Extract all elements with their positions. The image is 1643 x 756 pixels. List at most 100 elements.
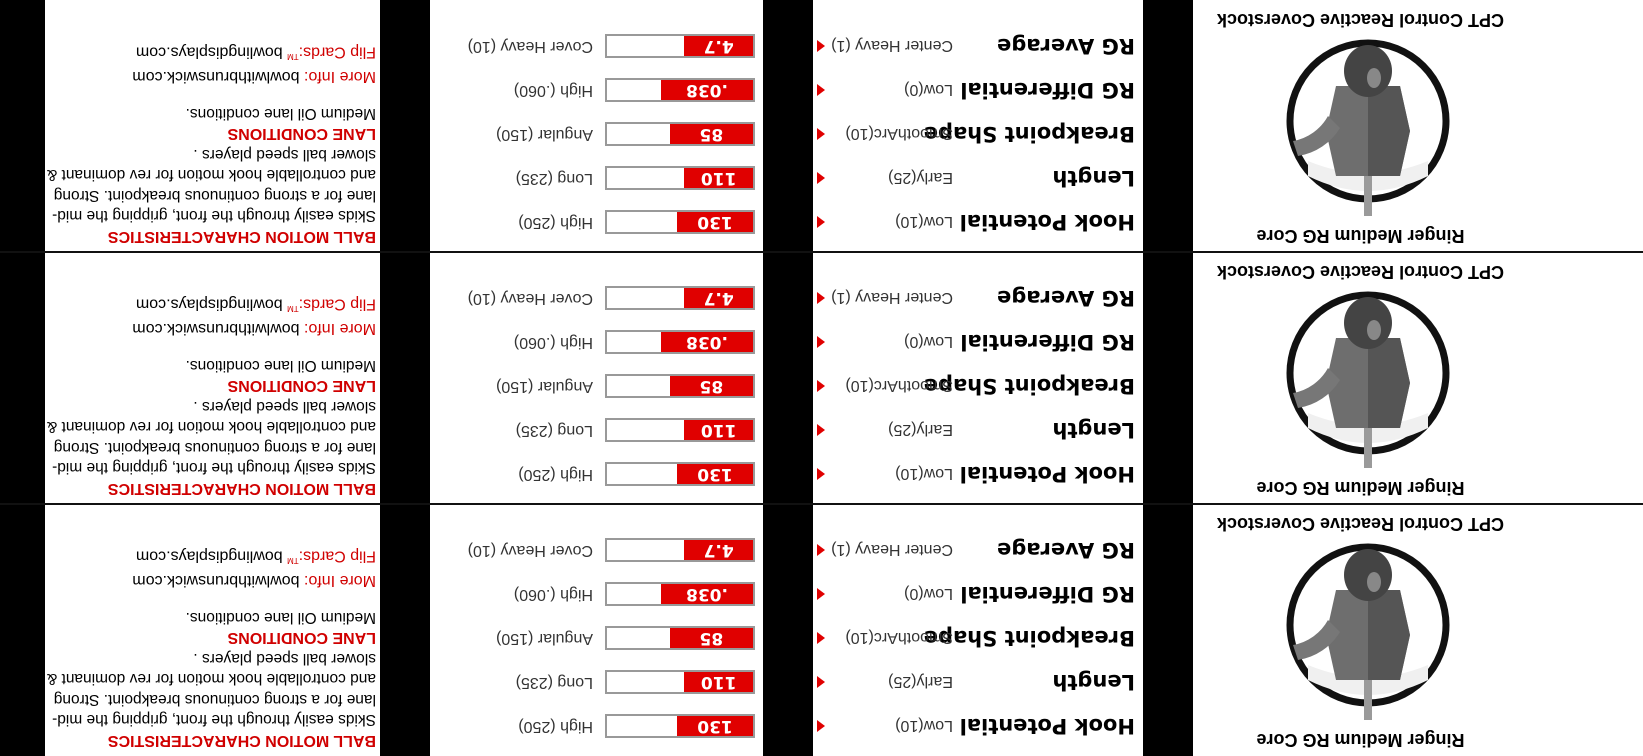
value-gauge-fill: 110: [684, 168, 753, 188]
pointer-arrow-icon: [817, 292, 825, 304]
spec-high-label: Cover Heavy (10): [467, 290, 593, 307]
spec-value: 85: [699, 628, 724, 648]
core-panel: Ringer Medium RG Core CPT Control Reactiv…: [1193, 252, 1528, 504]
core-label: Ringer Medium RG Core: [1256, 226, 1465, 246]
flip-cards-link[interactable]: bowlingdisplays.com: [135, 43, 283, 61]
spec-value: 4.7: [703, 540, 734, 560]
more-info-label: More Info:: [303, 68, 376, 86]
value-gauge-fill: 130: [677, 464, 753, 484]
bowling-ball-core-icon: [1278, 540, 1458, 720]
flip-cards-link[interactable]: bowlingdisplays.com: [135, 295, 283, 313]
spec-row: RG Differential Low(0): [813, 68, 1143, 108]
lane-conditions-text: Medium Oil lane conditions.: [185, 357, 376, 374]
spec-row: Breakpoint Shape SmoothArc(10): [813, 364, 1143, 404]
lane-conditions-text: Medium Oil lane conditions.: [185, 609, 376, 626]
spec-name: Breakpoint Shape: [923, 374, 1135, 398]
spec-low-label: Low(10): [895, 717, 953, 734]
spec-high-label: Angular (150): [496, 378, 593, 395]
more-info-link[interactable]: bowlwithbrunswick.com: [132, 68, 300, 86]
value-gauge: 130: [605, 714, 755, 738]
spec-values-panel: 130 High (250) 110 Long (235) 85 Angular (150…: [430, 504, 763, 756]
spec-high-label: Angular (150): [496, 126, 593, 143]
spec-name: Breakpoint Shape: [923, 626, 1135, 650]
value-gauge: 110: [605, 418, 755, 442]
pointer-arrow-icon: [817, 424, 825, 436]
coverstock-label: CPT Control Reactive Coverstock: [1216, 514, 1505, 534]
value-row: 110 Long (235): [430, 660, 763, 700]
pointer-arrow-icon: [817, 40, 825, 52]
value-row: 130 High (250): [430, 452, 763, 492]
pointer-arrow-icon: [817, 172, 825, 184]
spec-high-label: High (.060): [513, 334, 593, 351]
value-gauge: 110: [605, 166, 755, 190]
more-info-link[interactable]: bowlwithbrunswick.com: [132, 572, 300, 590]
value-gauge-fill: 4.7: [684, 36, 753, 56]
spec-high-label: Long (235): [515, 674, 593, 691]
spec-high-label: High (250): [518, 718, 593, 735]
spec-value: .038: [686, 584, 728, 604]
spec-value: 110: [700, 672, 737, 692]
spec-value: 4.7: [703, 36, 734, 56]
lane-conditions-heading: LANE CONDITIONS: [227, 629, 376, 647]
spec-value: .038: [686, 332, 728, 352]
value-gauge-fill: .038: [661, 332, 753, 352]
spec-high-label: Cover Heavy (10): [467, 542, 593, 559]
pointer-arrow-icon: [817, 468, 825, 480]
spec-row: Hook Potential Low(10): [813, 200, 1143, 240]
spec-row: Breakpoint Shape SmoothArc(10): [813, 112, 1143, 152]
spec-high-label: Cover Heavy (10): [467, 38, 593, 55]
spec-name: Length: [1052, 166, 1135, 190]
more-info-link[interactable]: bowlwithbrunswick.com: [132, 320, 300, 338]
spec-row: Hook Potential Low(10): [813, 704, 1143, 744]
spec-low-label: SmoothArc(10): [845, 377, 953, 394]
pointer-arrow-icon: [817, 380, 825, 392]
description-panel: BALL MOTION CHARACTERISTICS Skids easily …: [45, 0, 380, 252]
spec-name: Length: [1052, 670, 1135, 694]
spec-row: Length Early(25): [813, 660, 1143, 700]
flip-cards-link[interactable]: bowlingdisplays.com: [135, 547, 283, 565]
spec-name: Hook Potential: [959, 714, 1135, 738]
pointer-arrow-icon: [817, 676, 825, 688]
spec-row: RG Average Center Heavy (1): [813, 276, 1143, 316]
pointer-arrow-icon: [817, 128, 825, 140]
spec-low-label: Low(0): [904, 585, 953, 602]
spec-name: RG Differential: [960, 330, 1135, 354]
spec-name: Length: [1052, 418, 1135, 442]
value-row: .038 High (.060): [430, 320, 763, 360]
spec-value: 130: [697, 716, 733, 736]
ball-motion-text: Skids easily through the front, gripping…: [46, 650, 376, 729]
value-gauge-fill: 110: [684, 672, 753, 692]
value-gauge: 110: [605, 670, 755, 694]
pointer-arrow-icon: [817, 216, 825, 228]
value-gauge-fill: 4.7: [684, 540, 753, 560]
core-panel: Ringer Medium RG Core CPT Control Reactiv…: [1193, 0, 1528, 252]
value-gauge: 85: [605, 626, 755, 650]
spec-value: 85: [699, 376, 724, 396]
spec-low-label: Early(25): [888, 673, 953, 690]
ball-motion-heading: BALL MOTION CHARACTERISTICS: [107, 732, 376, 749]
spec-name: Hook Potential: [959, 210, 1135, 234]
row-divider: [0, 503, 1643, 505]
value-gauge-fill: 130: [677, 716, 753, 736]
spec-row: RG Average Center Heavy (1): [813, 24, 1143, 64]
value-gauge-fill: 110: [684, 420, 753, 440]
core-panel: Ringer Medium RG Core CPT Control Reactiv…: [1193, 504, 1528, 756]
value-gauge: 130: [605, 210, 755, 234]
spec-low-label: Low(0): [904, 333, 953, 350]
spacer-strip-1: [1143, 0, 1193, 756]
pointer-arrow-icon: [817, 720, 825, 732]
flip-cards-label: Flip Cards:: [298, 295, 376, 313]
spacer-strip-2: [763, 0, 813, 756]
lane-conditions-text: Medium Oil lane conditions.: [185, 105, 376, 122]
value-gauge: 4.7: [605, 34, 755, 58]
value-row: 85 Angular (150): [430, 364, 763, 404]
value-row: 130 High (250): [430, 704, 763, 744]
spacer-strip-3: [380, 0, 430, 756]
flip-cards-line: Flip Cards:TM bowlingdisplays.com: [46, 545, 376, 570]
value-row: 85 Angular (150): [430, 616, 763, 656]
core-label: Ringer Medium RG Core: [1256, 730, 1465, 750]
more-info-line: More Info: bowlwithbrunswick.com: [46, 66, 376, 87]
value-gauge-fill: .038: [661, 80, 753, 100]
value-row: 130 High (250): [430, 200, 763, 240]
pointer-arrow-icon: [817, 632, 825, 644]
